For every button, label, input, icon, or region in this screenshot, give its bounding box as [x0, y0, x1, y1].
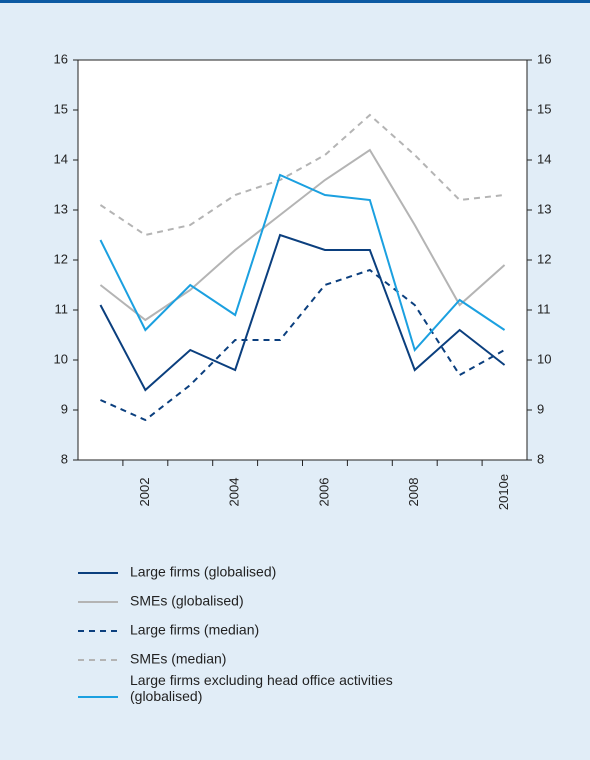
y-tick-label: 8	[61, 451, 68, 466]
y2-tick-label: 10	[537, 351, 551, 366]
y2-tick-label: 14	[537, 151, 551, 166]
legend-label: Large firms excluding head office activi…	[130, 672, 393, 704]
series-line	[100, 268, 506, 422]
legend-label: Large firms (median)	[130, 622, 259, 638]
y-tick-label: 15	[54, 101, 68, 116]
x-tick-label: 2002	[137, 478, 152, 507]
y2-tick-label: 13	[537, 201, 551, 216]
x-tick-label: 2006	[316, 478, 331, 507]
legend-label: SMEs (median)	[130, 651, 226, 667]
y-tick-label: 14	[54, 151, 68, 166]
plot-area	[77, 59, 528, 461]
series-line	[99, 148, 506, 322]
y-tick-label: 16	[54, 51, 68, 66]
y-tick-label: 10	[54, 351, 68, 366]
y2-tick-label: 11	[537, 301, 551, 316]
y2-tick-label: 8	[537, 451, 544, 466]
y2-tick-label: 16	[537, 51, 551, 66]
y-tick-label: 12	[54, 251, 68, 266]
y-tick-label: 9	[61, 401, 68, 416]
y2-tick-label: 9	[537, 401, 544, 416]
series-line	[99, 113, 505, 237]
x-tick-label: 2004	[227, 478, 242, 507]
x-tick-label: 2010e	[496, 474, 511, 510]
y-tick-label: 13	[54, 201, 68, 216]
series-line	[99, 173, 506, 352]
y2-tick-label: 15	[537, 101, 551, 116]
legend-label: Large firms (globalised)	[130, 564, 276, 580]
top-rule	[0, 0, 590, 3]
legend-label: SMEs (globalised)	[130, 593, 244, 609]
x-tick-label: 2008	[406, 478, 421, 507]
y-tick-label: 11	[55, 301, 69, 316]
y2-tick-label: 12	[537, 251, 551, 266]
series-line	[99, 233, 506, 392]
